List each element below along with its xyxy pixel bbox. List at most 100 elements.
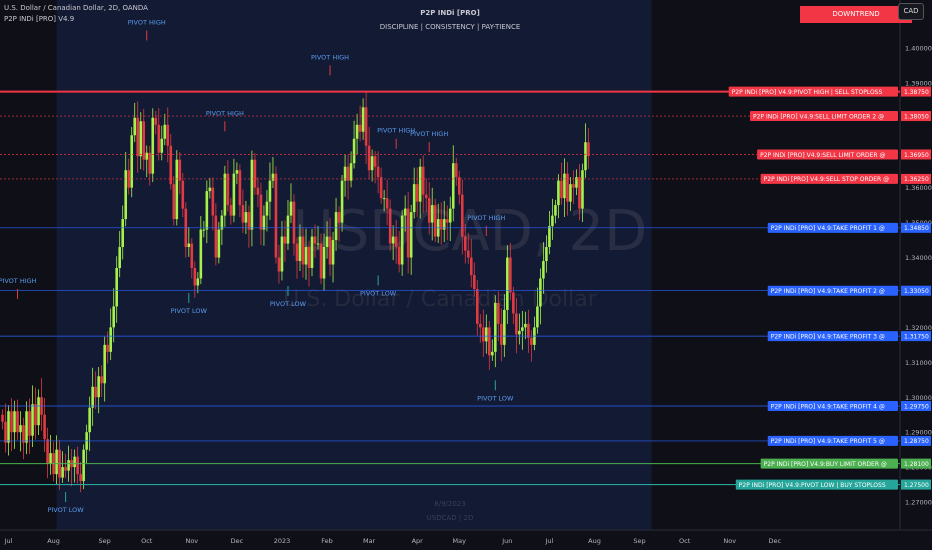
y-tick-label: 1.27000 [905,499,932,507]
candle-body [286,215,290,244]
candle-body [569,184,572,202]
candle-body [226,173,230,206]
candle-body [542,261,545,279]
level-label-box [735,479,898,490]
x-tick-label: Sep [633,537,645,545]
candle-body [130,135,134,188]
y-tick-label: 1.34000 [905,254,932,262]
candle-body [472,274,476,289]
currency-button[interactable]: CAD [898,3,924,20]
candle-body [512,292,515,314]
candle-body [469,257,473,275]
level-label-box [767,222,898,233]
candle-body [337,212,341,223]
candle-body [187,243,191,248]
x-tick-label: Nov [185,537,198,545]
level-price: 1.28100 [904,461,929,468]
pivot-high-label: PIVOT HIGH [128,18,166,26]
pivot-low-label: PIVOT LOW [360,289,397,297]
candle-body [442,219,446,230]
candle-body [292,201,296,244]
candle-body [208,187,212,192]
level-label-box [767,331,898,342]
candle-body [88,407,91,433]
candle-body [482,327,485,342]
level-price: 1.29750 [904,403,929,410]
candle-body [566,173,569,202]
candle-body [214,215,218,258]
candle-body [391,236,395,244]
candle-body [199,229,203,279]
x-tick-label: May [453,537,467,545]
x-tick-label: Jul [544,537,553,545]
x-tick-label: Oct [141,537,153,545]
candle-body [244,212,248,223]
level-label-box [760,173,898,184]
x-tick-label: Jul [4,537,13,545]
candle-body [319,243,323,279]
candle-body [545,247,548,262]
candle-body [142,121,146,160]
candle-body [340,180,344,223]
level-price-box [901,111,931,122]
level-label: P2P INDi [PRO] V4.9:TAKE PROFIT 5 @ [771,438,885,445]
candle-body [37,397,40,426]
candle-body [509,257,512,293]
candle-body [503,309,506,345]
pivot-low-label: PIVOT LOW [477,394,514,402]
candle-body [539,278,542,307]
candle-body [1,414,4,422]
candle-body [289,201,293,216]
x-tick-label: 2023 [274,537,291,545]
candle-body [530,337,533,345]
candle-body [262,215,266,230]
candle-body [82,449,85,482]
candle-body [271,173,275,181]
candle-body [406,208,410,258]
candle-body [73,456,76,468]
watermark-name: U.S. Dollar / Canadian Dollar [283,287,597,312]
y-tick-label: 1.32000 [905,324,932,332]
candle-body [460,194,464,237]
level-label: P2P INDi [PRO] V4.9:SELL STOP ORDER @ [764,176,889,183]
level-price-box [901,479,931,490]
candle-body [563,173,566,199]
candle-body [581,170,584,209]
candle-body [109,327,112,352]
candle-body [491,351,494,356]
symbol-line: U.S. Dollar / Canadian Dollar, 2D, OANDA [4,4,148,12]
candle-body [295,243,299,262]
candle-body [358,124,362,132]
candle-body [376,166,380,178]
level-label: P2P INDi [PRO] V4.9:BUY LIMIT ORDER @ [764,461,887,468]
candle-body [478,323,482,328]
y-tick-label: 1.40000 [905,44,932,52]
level-label: P2P INDi [PRO] V4.9:TAKE PROFIT 3 @ [771,333,885,340]
candle-body [578,177,581,209]
candle-body [560,180,563,199]
candle-body [394,236,398,248]
level-price: 1.38050 [904,113,929,120]
level-price: 1.31750 [904,333,929,340]
candle-body [494,302,497,352]
candle-body [361,107,365,132]
x-tick-label: Aug [47,537,60,545]
candle-body [301,236,305,265]
level-price-box [901,435,931,446]
candle-body [515,313,518,335]
level-price-box [901,222,931,233]
candle-body [229,205,233,216]
candle-body [61,467,64,478]
candle-body [148,152,152,174]
candle-body [463,236,467,251]
chart-subtitle: DISCIPLINE | CONSISTENCY | PAY-TIENCE [379,23,521,31]
candle-body [316,243,320,245]
candle-body [259,194,263,230]
candle-body [518,330,521,335]
candle-body [100,376,103,384]
candle-body [103,344,106,384]
level-label: P2P INDi [PRO] V4.9:TAKE PROFIT 1 @ [771,225,885,232]
candle-body [238,170,242,206]
candle-body [124,170,128,220]
